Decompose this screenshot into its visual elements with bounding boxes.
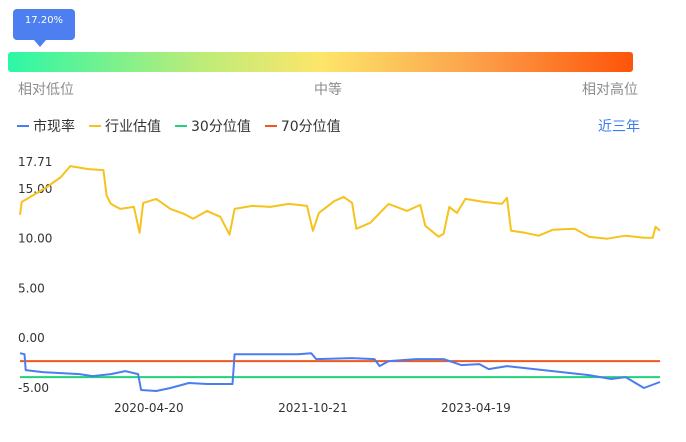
- period-selector-button[interactable]: 近三年: [598, 119, 640, 135]
- y-tick-label: 10.00: [18, 232, 52, 246]
- legend-item-30-percentile[interactable]: 30分位值: [175, 116, 251, 136]
- legend-label: 30分位值: [191, 119, 251, 135]
- legend-item-70-percentile[interactable]: 70分位值: [264, 116, 341, 136]
- scale-high-label: 相对高位: [582, 82, 638, 98]
- legend-swatch: [17, 125, 29, 127]
- legend-swatch: [175, 125, 187, 127]
- series-line-cash-ratio: [19, 352, 661, 392]
- y-tick-label: -5.00: [18, 381, 49, 395]
- legend-item-industry-valuation[interactable]: 行业估值: [89, 116, 161, 136]
- legend-label: 市现率: [33, 119, 75, 135]
- scale-mid-label: 中等: [314, 82, 342, 98]
- y-tick-label: 5.00: [18, 281, 45, 295]
- x-tick-label: 2021-10-21: [278, 401, 348, 415]
- x-tick-label: 2020-04-20: [114, 401, 184, 415]
- y-tick-label: 0.00: [18, 331, 45, 345]
- legend-swatch: [89, 125, 101, 127]
- y-tick-label: 17.71: [18, 155, 52, 169]
- legend-swatch: [264, 125, 277, 127]
- scale-low-label: 相对低位: [18, 82, 74, 98]
- percentile-tooltip-arrow: [34, 40, 46, 47]
- x-tick-label: 2023-04-19: [441, 401, 511, 415]
- valuation-gradient-bar: [8, 52, 633, 72]
- percentile-tooltip: 17.20%: [13, 9, 75, 40]
- series-line-industry-valuation: [19, 165, 661, 240]
- y-tick-label: 15.00: [18, 182, 52, 196]
- percentile-tooltip-text: 17.20%: [24, 15, 64, 26]
- legend-label: 70分位值: [280, 119, 341, 135]
- chart-legend: 市现率 行业估值 30分位值 70分位值: [17, 116, 355, 136]
- legend-item-cash-ratio[interactable]: 市现率: [17, 116, 75, 136]
- legend-label: 行业估值: [105, 119, 161, 135]
